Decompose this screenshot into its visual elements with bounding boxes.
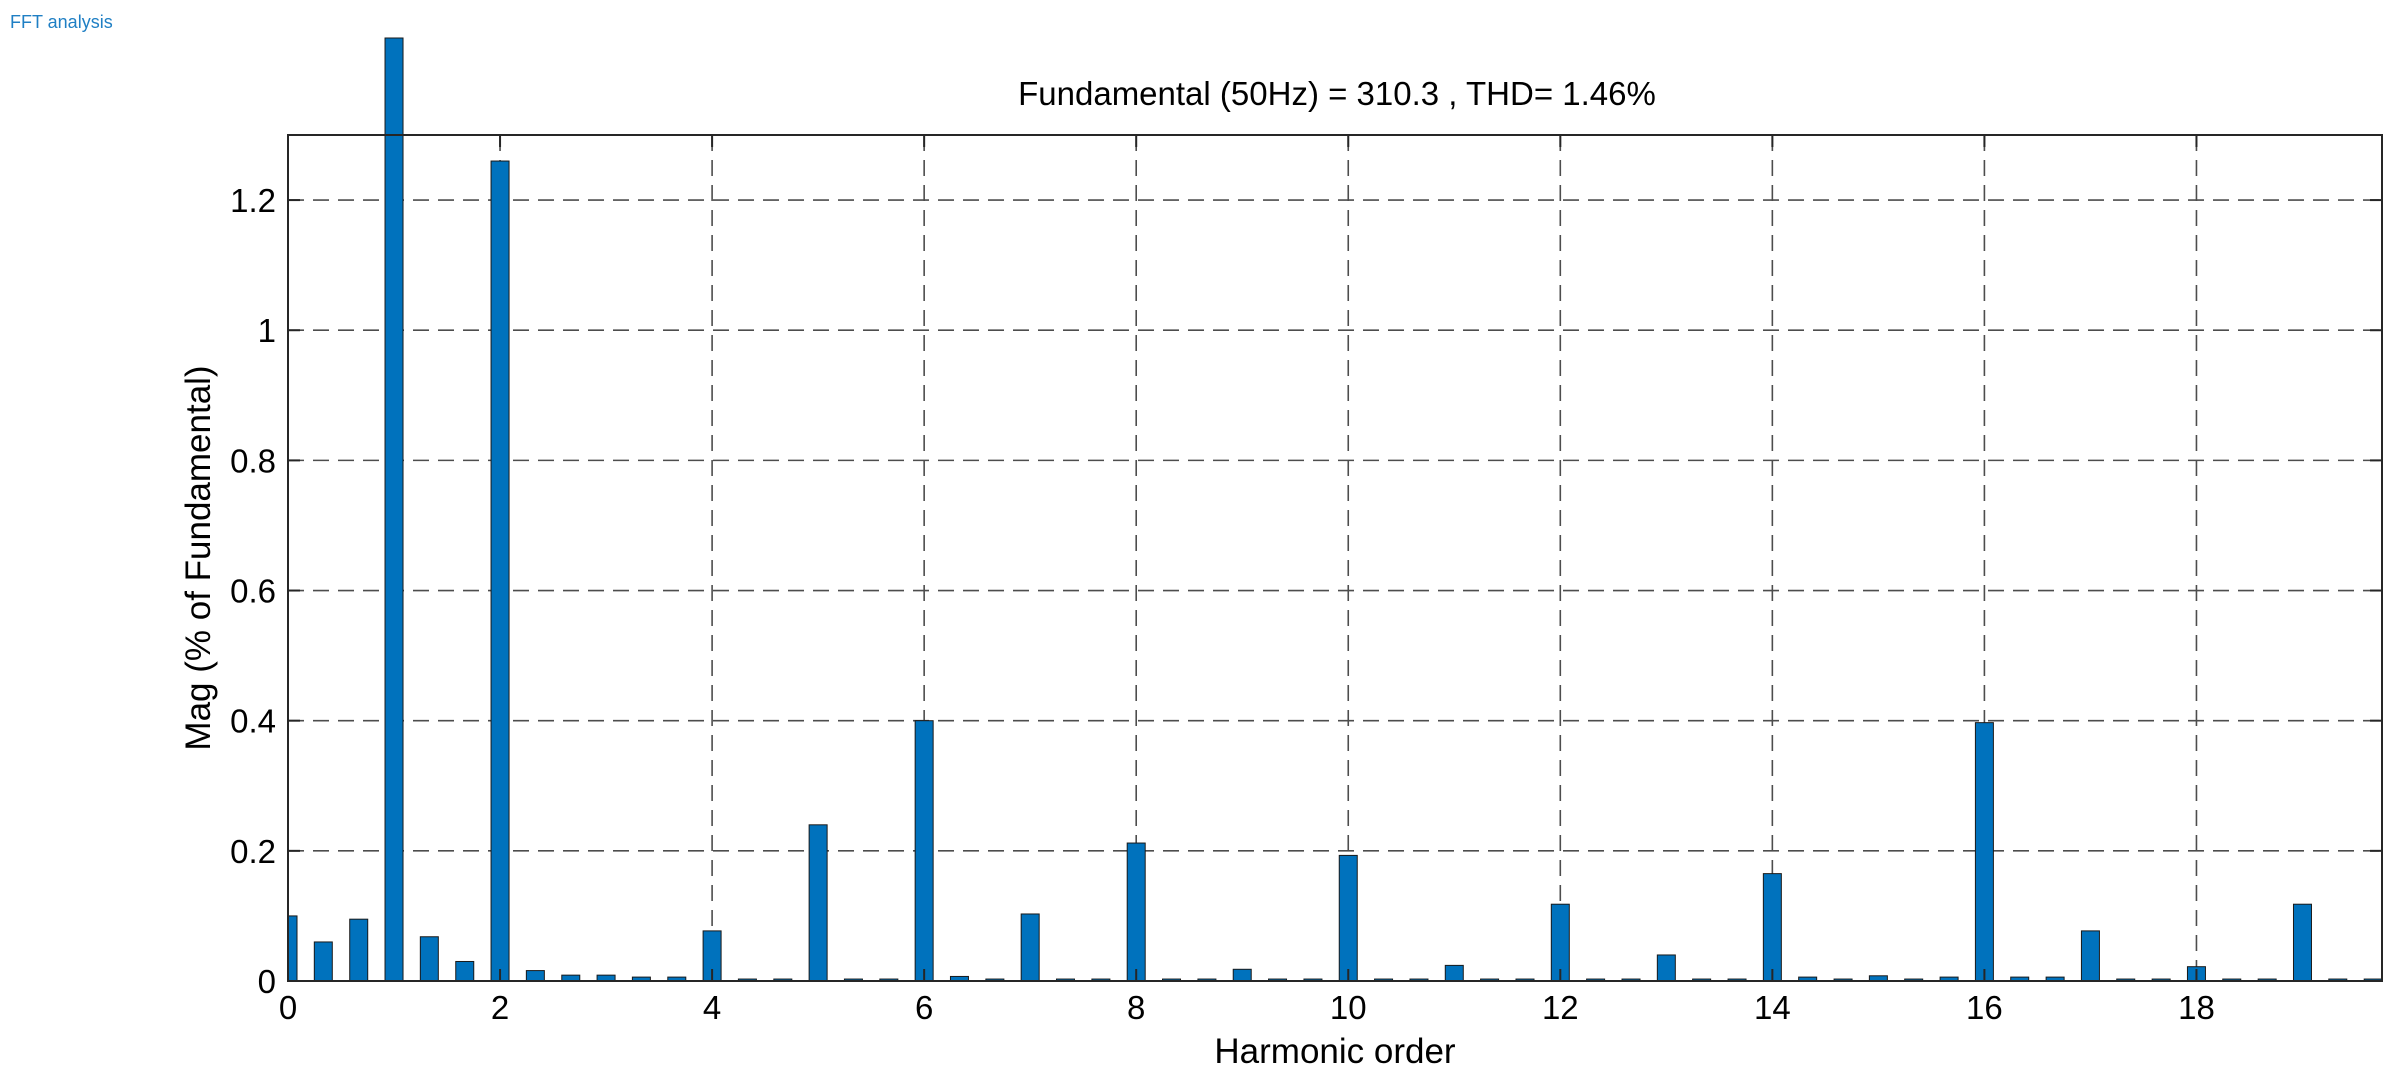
y-tick-label: 0.4	[230, 703, 276, 740]
y-tick-label: 0.2	[230, 833, 276, 870]
axis-ticks: 0 2 4 6 8 10 12 14 16 18 0 0.2 0.4 0.6 0.8 1 1.2	[230, 135, 2382, 1026]
grid-lines	[288, 135, 2382, 981]
bar	[419, 936, 439, 982]
bar	[384, 37, 404, 982]
x-tick-label: 4	[703, 989, 721, 1026]
x-tick-label: 14	[1754, 989, 1791, 1026]
y-tick-label: 0.8	[230, 442, 276, 479]
bar	[349, 918, 369, 982]
x-tick-label: 16	[1966, 989, 2003, 1026]
x-tick-label: 2	[491, 989, 509, 1026]
x-tick-label: 0	[279, 989, 297, 1026]
bar	[1020, 913, 1040, 982]
bar	[1444, 964, 1464, 982]
bar	[2292, 903, 2312, 982]
x-tick-label: 8	[1127, 989, 1145, 1026]
chart-title: Fundamental (50Hz) = 310.3 , THD= 1.46%	[1018, 75, 1656, 112]
x-tick-label: 6	[915, 989, 933, 1026]
x-tick-label: 12	[1542, 989, 1579, 1026]
bar	[1126, 842, 1146, 982]
bar	[455, 960, 475, 982]
bar	[1232, 968, 1252, 982]
bar	[1338, 854, 1358, 982]
x-tick-label: 18	[2178, 989, 2215, 1026]
y-tick-label: 1.2	[230, 182, 276, 219]
y-tick-label: 0.6	[230, 573, 276, 610]
bar	[914, 720, 934, 982]
window-title: FFT analysis	[10, 12, 113, 32]
y-axis-label: Mag (% of Fundamental)	[179, 365, 218, 750]
plot-frame	[287, 134, 2383, 982]
y-tick-label: 0	[258, 963, 276, 1000]
bar	[1656, 954, 1676, 982]
bar	[313, 941, 333, 982]
x-axis-label: Harmonic order	[1214, 1032, 1456, 1071]
x-tick-label: 10	[1330, 989, 1367, 1026]
y-tick-label: 1	[258, 312, 276, 349]
bar	[808, 824, 828, 982]
bar	[2080, 930, 2100, 982]
bar	[490, 160, 510, 982]
bar	[287, 915, 298, 982]
bar	[1762, 873, 1782, 982]
bar	[525, 970, 545, 982]
bar-series	[287, 37, 2383, 982]
bar	[1974, 722, 1994, 982]
